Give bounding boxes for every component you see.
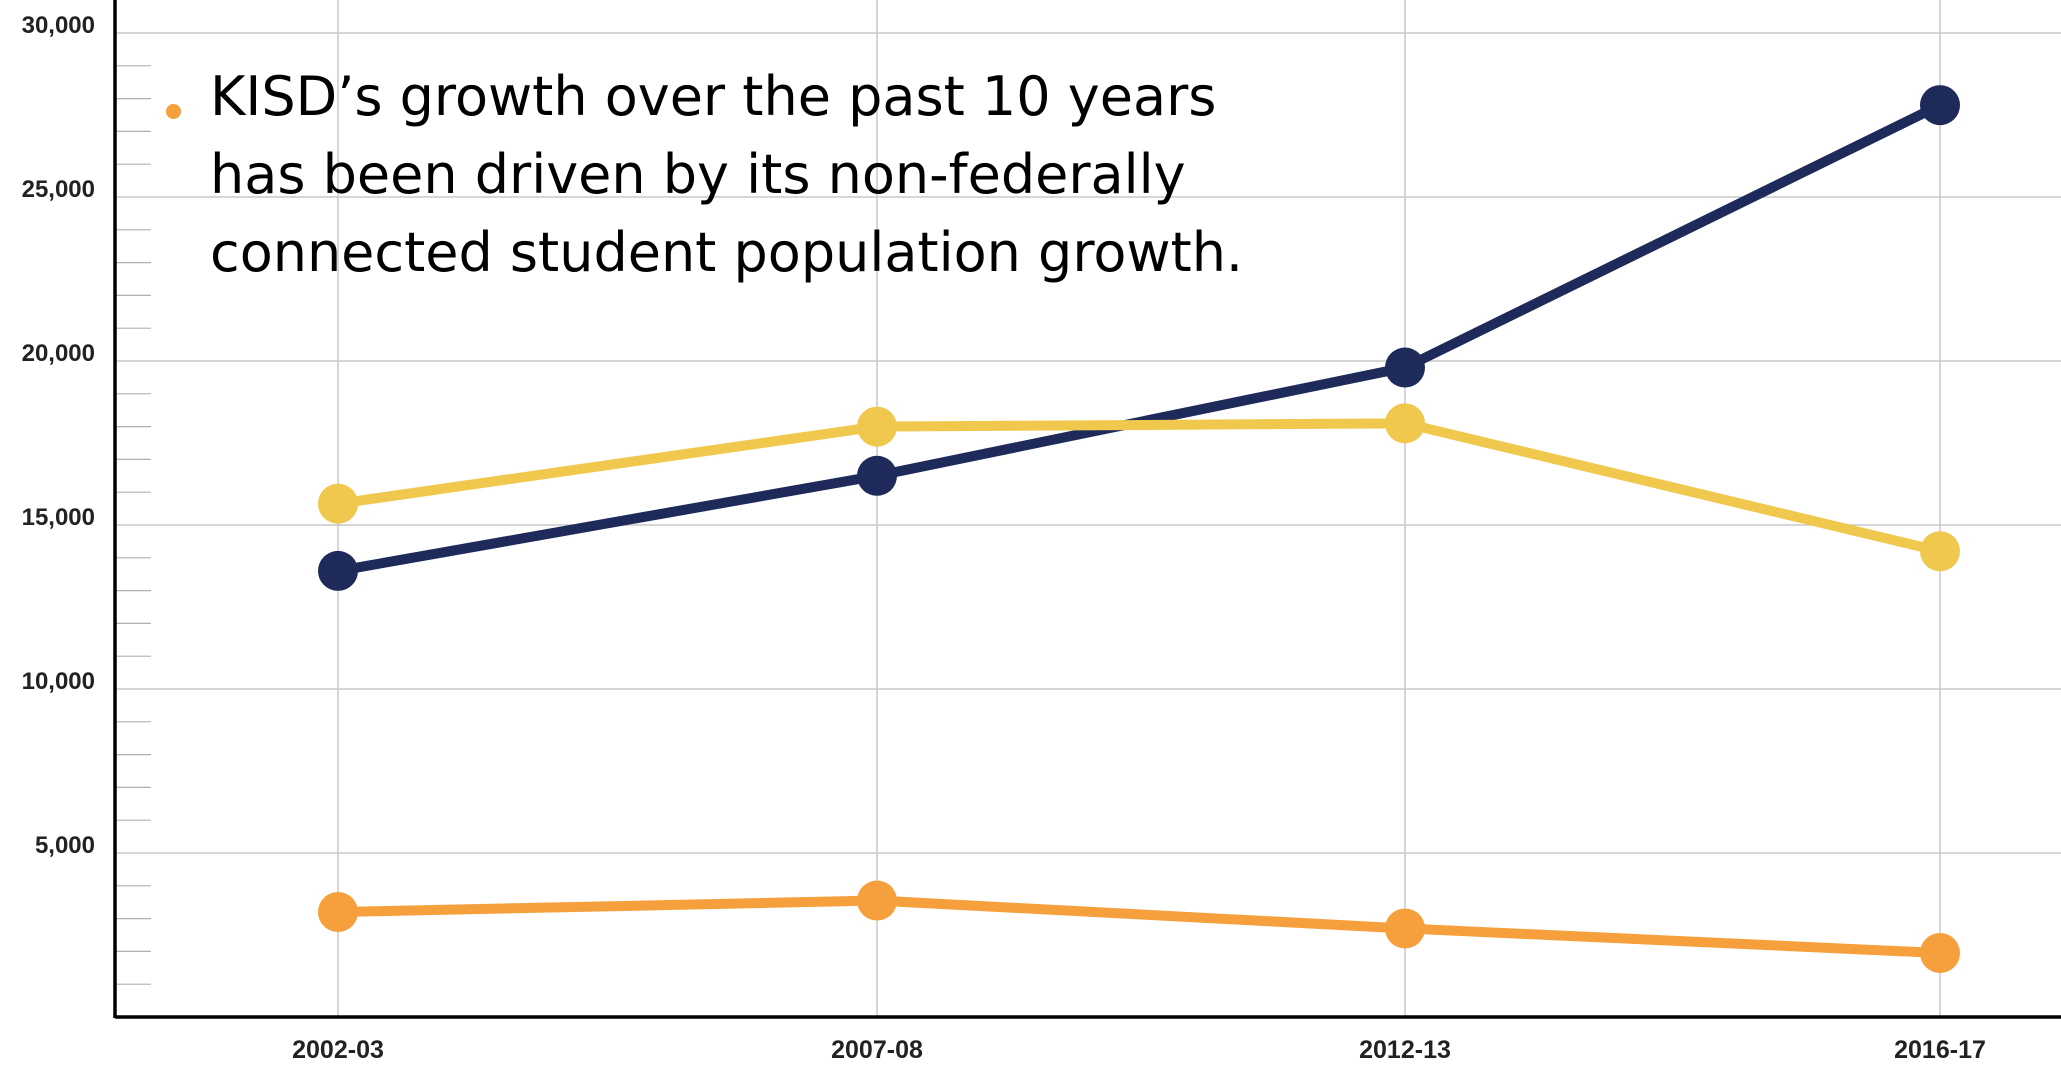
- data-point: [1385, 347, 1425, 388]
- annotation-bullet: [166, 104, 181, 119]
- data-point: [1385, 908, 1425, 949]
- data-point: [318, 892, 358, 933]
- y-tick-label: 5,000: [35, 832, 95, 859]
- y-tick-label: 30,000: [22, 12, 95, 39]
- data-point: [857, 406, 897, 447]
- data-point: [1385, 403, 1425, 444]
- axes: [113, 0, 2061, 1019]
- x-tick-label: 2016-17: [1894, 1036, 1986, 1064]
- x-tick-label: 2007-08: [831, 1036, 923, 1064]
- y-tick-label: 15,000: [22, 504, 95, 531]
- annotation-line: has been driven by its non-federally: [210, 143, 1186, 206]
- data-point: [318, 550, 358, 591]
- series: [318, 85, 1960, 974]
- y-tick-label: 10,000: [22, 668, 95, 695]
- annotation-line: connected student population growth.: [210, 221, 1244, 284]
- series-line: [333, 418, 1945, 557]
- x-tick-label: 2012-13: [1359, 1036, 1451, 1064]
- data-point: [857, 455, 897, 496]
- data-point: [1920, 933, 1960, 974]
- chart-annotation: KISD’s growth over the past 10 years has…: [210, 58, 1310, 292]
- y-tick-label: 25,000: [22, 176, 95, 203]
- data-point: [1920, 531, 1960, 572]
- series-line: [333, 895, 1945, 959]
- y-tick-label: 20,000: [22, 340, 95, 367]
- tick-labels: 5,000 10,000 15,000 20,000 25,000 30,000 2002-…: [22, 12, 1986, 1064]
- annotation-line: KISD’s growth over the past 10 years: [210, 65, 1217, 128]
- data-point: [318, 483, 358, 524]
- data-point: [1920, 85, 1960, 126]
- gridlines: [115, 0, 2061, 1017]
- data-point: [857, 880, 897, 921]
- x-tick-label: 2002-03: [292, 1036, 384, 1064]
